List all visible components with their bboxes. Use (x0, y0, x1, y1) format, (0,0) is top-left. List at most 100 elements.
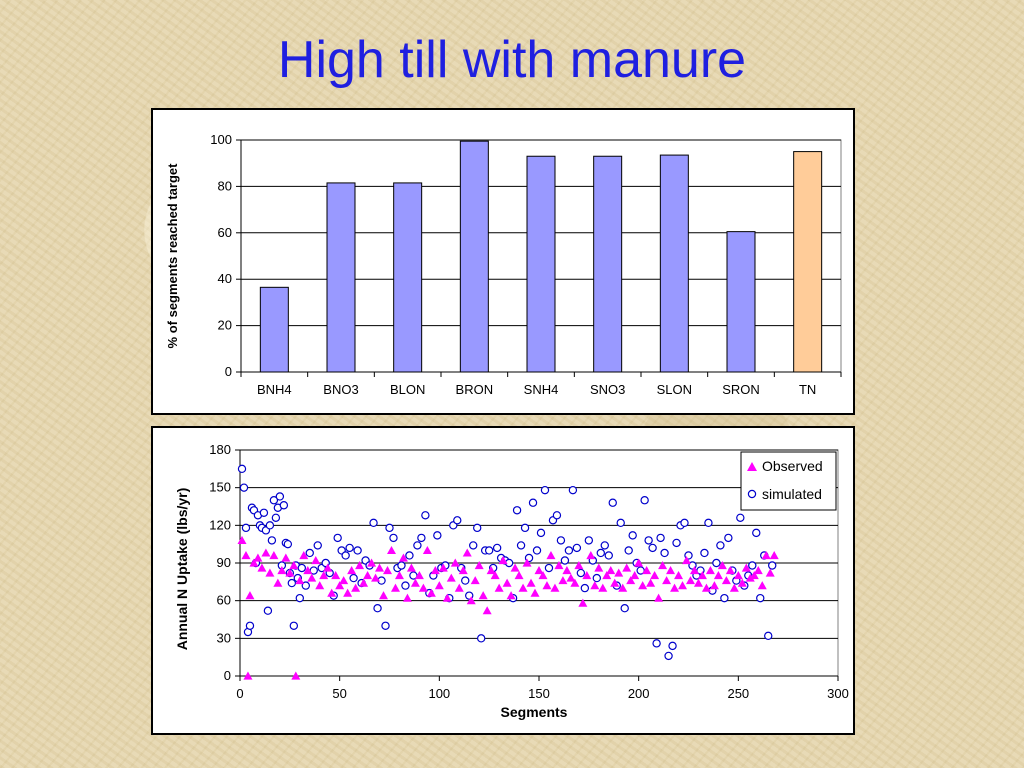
y-tick-label: 20 (218, 318, 232, 333)
simulated-point (259, 508, 269, 517)
x-tick-label: 250 (727, 686, 749, 701)
simulated-point (237, 464, 247, 474)
observed-point (454, 583, 464, 592)
observed-point (347, 566, 357, 575)
observed-point (630, 571, 640, 580)
observed-point (327, 588, 337, 597)
y-tick-label: 60 (217, 593, 231, 608)
simulated-point (369, 518, 378, 528)
observed-point (261, 548, 271, 557)
observed-point (522, 558, 532, 567)
simulated-point (245, 621, 255, 630)
observed-point (482, 606, 492, 615)
simulated-point (672, 538, 681, 548)
observed-point (753, 566, 763, 575)
observed-point (406, 563, 416, 572)
y-tick-label: 30 (217, 630, 231, 645)
simulated-point (640, 496, 649, 505)
observed-point (462, 548, 472, 557)
observed-point (650, 571, 660, 580)
simulated-point (413, 541, 422, 550)
simulated-point (616, 518, 625, 528)
simulated-point (584, 536, 594, 545)
observed-point (582, 571, 592, 580)
observed-point (241, 550, 251, 560)
observed-point (363, 571, 373, 580)
observed-point (379, 591, 389, 600)
simulated-point (385, 523, 394, 533)
observed-point (697, 571, 707, 580)
simulated-point (297, 563, 306, 573)
observed-point (295, 576, 305, 585)
simulated-point (712, 558, 721, 568)
x-tick-label: SRON (722, 382, 760, 397)
observed-point (622, 563, 632, 572)
observed-point (526, 578, 536, 587)
x-tick-label: 50 (332, 686, 346, 701)
simulated-point (568, 485, 578, 495)
bar-chart-panel: 0 20 40 60 80 100 BNH4 BNO3 BLON BRON SNH4 SNO3 SLON… (151, 108, 855, 415)
observed-point (713, 571, 723, 580)
observed-point (371, 573, 381, 582)
observed-point (265, 568, 275, 577)
simulated-point (267, 536, 277, 545)
observed-point (769, 550, 779, 560)
observed-point (693, 578, 703, 587)
x-tick-label: 300 (827, 686, 849, 701)
simulated-point (700, 548, 709, 558)
y-tick-label: 120 (209, 517, 231, 532)
observed-point (586, 550, 596, 560)
simulated-point (592, 573, 602, 583)
simulated-point (512, 506, 522, 515)
y-tick-label: 40 (218, 271, 232, 286)
simulated-point (313, 541, 322, 550)
observed-point (530, 588, 540, 597)
observed-point (733, 571, 743, 580)
observed-point (245, 591, 255, 600)
observed-point (311, 555, 321, 565)
observed-point (578, 598, 588, 607)
simulated-point (397, 561, 406, 570)
simulated-point (720, 593, 729, 603)
bar-bron (459, 140, 489, 373)
observed-point (506, 591, 516, 600)
simulated-point (580, 583, 590, 593)
observed-point (243, 671, 253, 680)
observed-point (402, 593, 412, 602)
observed-point (291, 671, 301, 680)
observed-point (355, 561, 365, 570)
observed-point (626, 576, 636, 585)
simulated-point (748, 561, 757, 570)
observed-point (414, 571, 424, 580)
observed-point (570, 578, 580, 587)
observed-point (422, 545, 432, 555)
x-tick-label: 200 (628, 686, 650, 701)
observed-point (335, 581, 345, 590)
simulated-point (295, 593, 304, 603)
observed-point (658, 561, 668, 570)
simulated-point (540, 485, 550, 495)
observed-point (642, 566, 652, 575)
simulated-point (560, 556, 570, 565)
simulated-point (421, 511, 430, 520)
x-tick-label: 100 (428, 686, 450, 701)
observed-point (383, 566, 393, 575)
simulated-point (283, 539, 293, 549)
observed-point (319, 571, 329, 580)
observed-point (678, 581, 688, 590)
observed-point (498, 555, 508, 565)
observed-point (550, 583, 560, 592)
observed-point (745, 573, 755, 582)
simulated-point (241, 523, 251, 533)
simulated-point (265, 521, 275, 530)
observed-point (277, 566, 287, 575)
observed-point (709, 581, 719, 590)
observed-point (249, 558, 259, 567)
simulated-point (556, 536, 566, 545)
observed-point (339, 576, 349, 585)
y-tick-label: 80 (218, 178, 232, 193)
simulated-point (461, 576, 470, 585)
simulated-point (389, 533, 398, 543)
x-tick-label: SNO3 (590, 382, 625, 397)
simulated-point (279, 501, 289, 510)
